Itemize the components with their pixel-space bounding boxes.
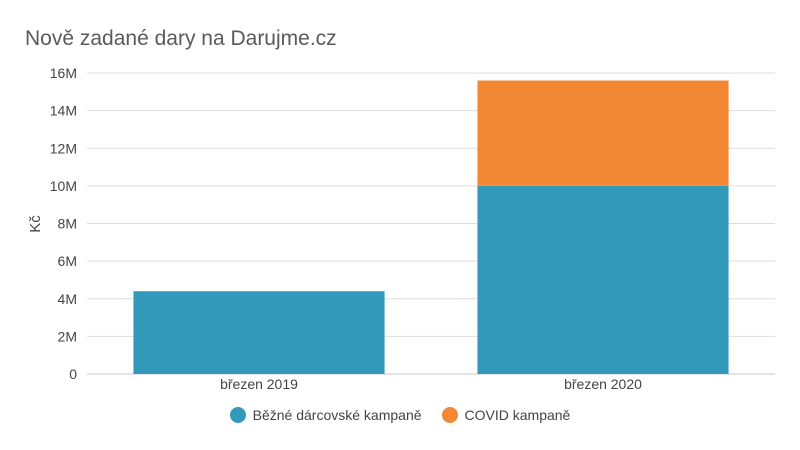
legend: Běžné dárcovské kampaně COVID kampaně — [0, 407, 800, 423]
x-tick-labels: březen 2019 březen 2020 — [220, 376, 642, 392]
y-axis-title: Kč — [27, 215, 44, 233]
legend-swatch — [229, 407, 246, 423]
chart-title: Nově zadané dary na Darujme.cz — [25, 27, 337, 50]
y-tick-label: 0 — [69, 366, 77, 382]
x-tick-label: březen 2019 — [220, 376, 298, 392]
y-tick-label: 2M — [58, 328, 77, 344]
y-tick-label: 14M — [50, 103, 77, 119]
x-tick-label: březen 2020 — [564, 376, 642, 392]
legend-swatch — [441, 407, 458, 423]
y-tick-label: 10M — [50, 178, 77, 194]
legend-label: COVID kampaně — [464, 407, 571, 423]
bar-regular-0[interactable] — [133, 291, 385, 374]
y-tick-label: 8M — [58, 216, 77, 232]
y-tick-label: 4M — [58, 291, 77, 307]
legend-item[interactable]: Běžné dárcovské kampaně — [226, 407, 426, 423]
y-tick-label: 6M — [58, 253, 77, 269]
bar-covid-1[interactable] — [477, 80, 729, 186]
legend-item[interactable]: COVID kampaně — [438, 407, 575, 423]
bars — [133, 80, 729, 374]
y-tick-label: 16M — [50, 65, 77, 81]
y-tick-label: 12M — [50, 140, 77, 156]
legend-label: Běžné dárcovské kampaně — [252, 407, 422, 423]
y-tick-labels: 0 2M 4M 6M 8M 10M 12M 14M 16M — [50, 65, 77, 382]
bar-regular-1[interactable] — [477, 185, 729, 374]
